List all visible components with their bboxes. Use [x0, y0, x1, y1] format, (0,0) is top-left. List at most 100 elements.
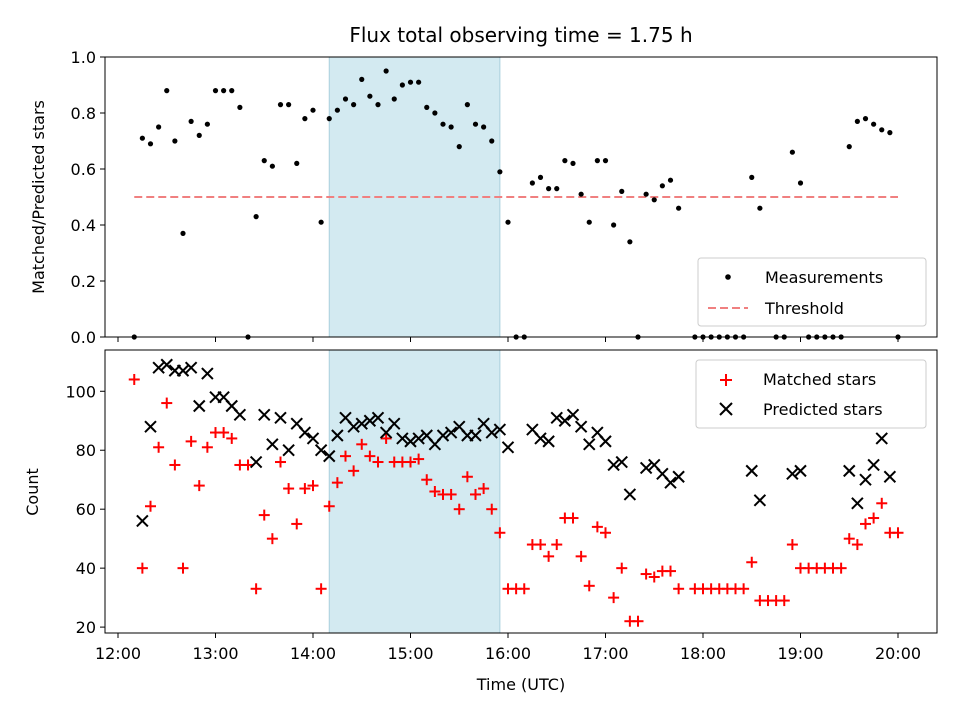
matched-stars-point [575, 550, 587, 562]
count-y-tick-label: 40 [76, 559, 96, 578]
matched-stars-point [860, 518, 871, 530]
matched-stars-point [746, 556, 758, 568]
matched-stars-point [405, 456, 416, 468]
measurement-point [570, 160, 576, 166]
measurement-point [594, 158, 600, 164]
chart-title: Flux total observing time = 1.75 h [349, 23, 692, 47]
ratio-legend-box [697, 257, 927, 327]
predicted-stars-point [201, 367, 214, 380]
x-axis-label: Time (UTC) [476, 675, 565, 694]
predicted-stars-point [274, 411, 287, 425]
matched-stars-point [201, 441, 213, 453]
predicted-stars-point [258, 408, 271, 422]
predicted-stars-point [314, 444, 328, 457]
matched-stars-point [145, 500, 156, 512]
measurement-point [497, 169, 503, 175]
matched-stars-point [591, 521, 603, 533]
ratio-legend: Measurements Threshold [697, 257, 927, 327]
count-legend-box [695, 359, 927, 429]
predicted-stars-point [883, 470, 897, 483]
predicted-stars-point [623, 488, 637, 501]
measurement-point [261, 158, 267, 164]
matched-stars-point [535, 539, 546, 551]
matched-stars-point [153, 441, 165, 453]
predicted-stars-point [745, 464, 758, 478]
matched-stars-point [258, 509, 270, 521]
legend-threshold-label: Threshold [764, 299, 844, 318]
predicted-stars-point [615, 455, 628, 469]
measurement-point [432, 110, 438, 116]
measurement-point [448, 124, 454, 130]
matched-stars-point [193, 480, 205, 492]
matched-stars-point [843, 533, 855, 545]
measurement-point [481, 124, 487, 130]
matched-stars-point [486, 503, 498, 515]
matched-stars-point [470, 488, 481, 500]
measurement-point [391, 96, 397, 102]
measurement-point [318, 219, 324, 225]
predicted-stars-point [566, 408, 580, 422]
predicted-stars-point [323, 449, 336, 463]
predicted-stars-point [859, 473, 872, 486]
measurement-point [643, 191, 649, 197]
measurement-point [253, 214, 259, 220]
predicted-stars-point [347, 420, 360, 433]
count-y-axis-label: Count [23, 468, 42, 516]
matched-stars-point [851, 539, 863, 551]
matched-stars-point [299, 483, 311, 495]
predicted-stars-point [493, 423, 507, 436]
x-tick-label: 17:00 [582, 644, 628, 663]
measurement-point [619, 188, 625, 194]
measurement-point [651, 197, 657, 203]
predicted-stars-point [583, 438, 596, 451]
measurement-point [627, 239, 633, 245]
measurement-point [286, 102, 292, 108]
predicted-stars-point [843, 464, 856, 478]
measurement-point [546, 186, 552, 192]
matched-stars-point [543, 550, 555, 562]
ratio-y-tick-label: 0.6 [71, 160, 96, 179]
predicted-stars-point [469, 429, 482, 442]
predicted-stars-point [436, 429, 450, 442]
measurement-point [399, 82, 405, 88]
predicted-stars-point [875, 432, 888, 445]
matched-stars-point [786, 539, 798, 551]
ratio-plot-area [131, 68, 901, 340]
predicted-stars-point [534, 432, 547, 445]
legend-matched-label: Matched stars [763, 370, 876, 389]
measurement-point [180, 230, 186, 236]
x-tick-label: 15:00 [387, 644, 433, 663]
measurement-point [204, 121, 210, 127]
ratio-y-axis: 0.0 0.2 0.4 0.6 0.8 1.0 [71, 48, 105, 347]
matched-stars-point [218, 427, 230, 439]
count-y-tick-label: 60 [76, 500, 96, 519]
predicted-stars-point [306, 432, 320, 445]
predicted-stars-point [282, 444, 295, 457]
matched-stars-point [323, 500, 335, 512]
matched-stars-point [567, 512, 579, 524]
matched-stars-point [478, 483, 490, 495]
ratio-panel-frame [104, 56, 938, 338]
matched-stars-point [169, 459, 181, 471]
predicted-stars-point [639, 461, 653, 475]
count-x-axis: 12:00 13:00 14:00 15:00 16:00 17:00 18:00 19:00… [95, 633, 921, 663]
matched-stars-point [331, 477, 343, 489]
predicted-stars-point [404, 435, 417, 448]
matched-stars-point [226, 432, 238, 444]
measurement-point [424, 104, 430, 110]
matched-stars-point [372, 456, 384, 468]
predicted-stars-point [558, 414, 572, 427]
predicted-stars-point [355, 417, 368, 430]
predicted-stars-point [851, 497, 864, 510]
matched-stars-point [315, 583, 327, 595]
measurement-point [221, 88, 227, 94]
count-y-axis: 20 40 60 80 100 [65, 382, 105, 637]
predicted-stars-point [298, 426, 312, 439]
predicted-stars-point [249, 455, 263, 469]
predicted-stars-point [160, 358, 173, 371]
ratio-y-tick-label: 0.0 [71, 328, 96, 347]
measurement-point [416, 79, 422, 85]
matched-stars-point [876, 497, 888, 509]
x-tick-label: 13:00 [192, 644, 238, 663]
matched-stars-point [413, 453, 425, 465]
